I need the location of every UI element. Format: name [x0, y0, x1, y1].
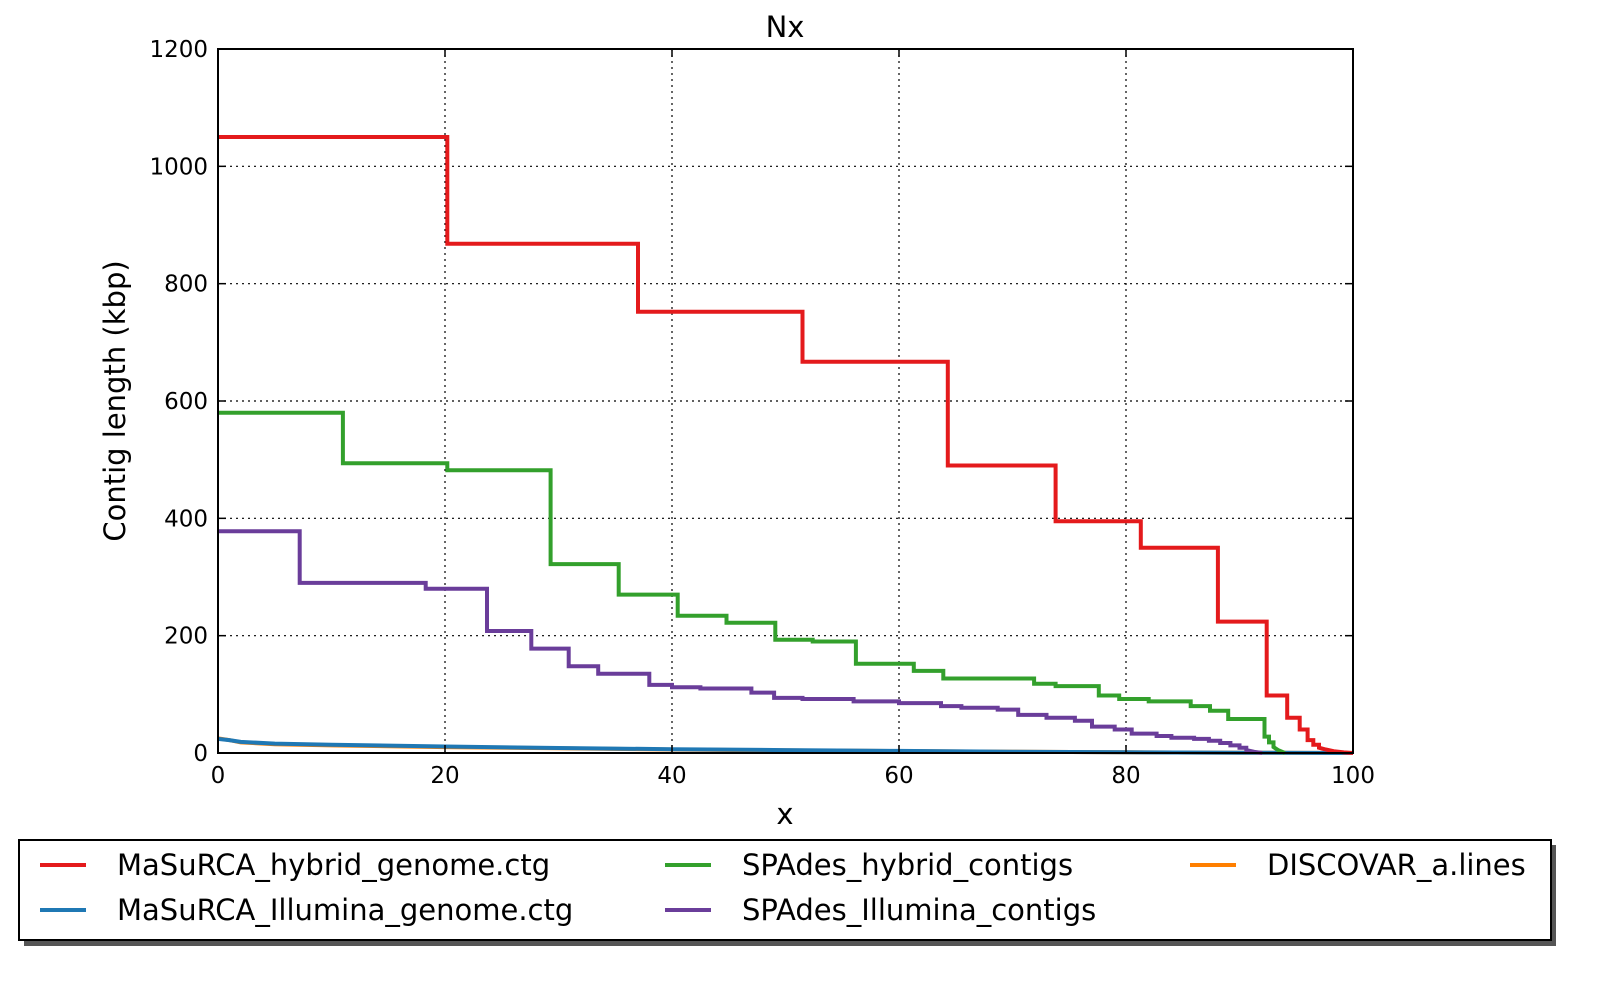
x-axis-label: x: [776, 797, 793, 831]
legend-label: DISCOVAR_a.lines: [1267, 848, 1526, 882]
legend-label: MaSuRCA_hybrid_genome.ctg: [117, 848, 550, 882]
x-tick-label: 60: [884, 763, 913, 789]
y-tick-label: 800: [164, 272, 208, 298]
x-tick-label: 80: [1111, 763, 1140, 789]
series-layer: [217, 135, 1354, 755]
y-tick-label: 400: [164, 506, 208, 532]
x-tick-label: 20: [430, 763, 459, 789]
legend-label: MaSuRCA_Illumina_genome.ctg: [117, 893, 573, 927]
legend-label: SPAdes_hybrid_contigs: [742, 848, 1073, 882]
y-tick-label: 600: [164, 389, 208, 415]
y-tick-label: 0: [193, 741, 208, 767]
plot-frame: [217, 48, 1354, 754]
y-tick-label: 200: [164, 624, 208, 650]
series-line-SPAdes_hybrid_contigs: [218, 410, 1286, 755]
legend-box: [18, 839, 1552, 941]
y-tick-label: 1000: [149, 154, 208, 180]
y-tick-label: 1200: [149, 37, 208, 63]
chart-title: Nx: [766, 10, 805, 44]
x-tick-label: 0: [211, 763, 226, 789]
grid-lines: [218, 49, 1353, 753]
series-line-SPAdes_Illumina_contigs: [218, 529, 1263, 755]
series-line-MaSuRCA_Illumina_genome.ctg: [217, 736, 1354, 755]
x-tick-label: 100: [1331, 763, 1375, 789]
legend: MaSuRCA_hybrid_genome.ctg MaSuRCA_Illumin…: [18, 839, 1556, 946]
legend-label: SPAdes_Illumina_contigs: [742, 893, 1096, 927]
x-tick-label: 40: [657, 763, 686, 789]
series-line-MaSuRCA_hybrid_genome.ctg: [218, 135, 1354, 755]
y-axis-label: Contig length (kbp): [98, 260, 132, 541]
